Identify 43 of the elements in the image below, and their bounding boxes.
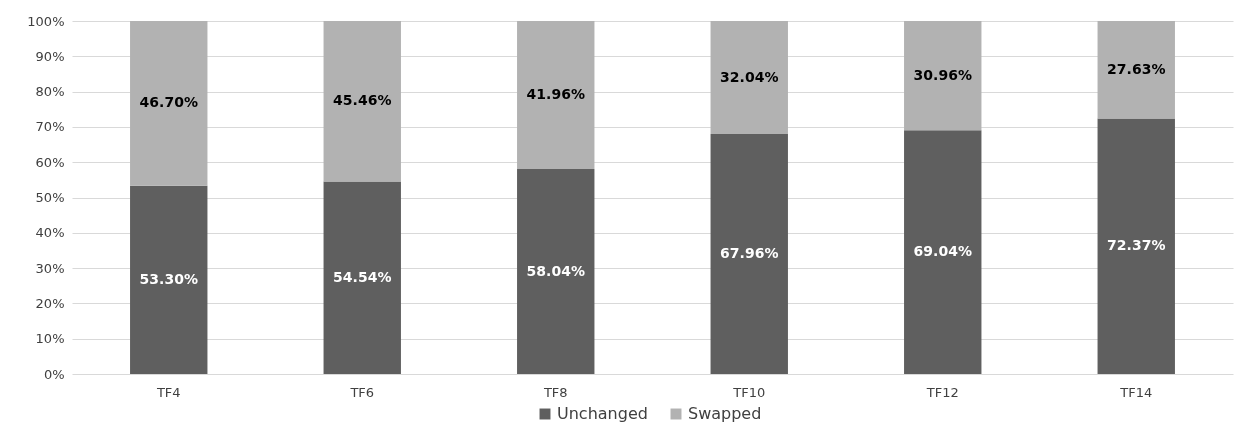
bar — [323, 21, 401, 182]
data-label: 67.96% — [720, 245, 779, 262]
x-tick-label: TF6 — [349, 384, 375, 400]
data-label: 32.04% — [720, 68, 779, 85]
bar — [130, 21, 208, 186]
bar — [904, 130, 982, 374]
legend-label: Swapped — [688, 404, 762, 423]
bar — [517, 169, 595, 374]
data-label: 72.37% — [1107, 237, 1166, 254]
data-label: 27.63% — [1107, 60, 1166, 77]
y-tick-label: 30% — [35, 260, 65, 276]
x-tick-label: TF10 — [732, 384, 766, 400]
y-tick-label: 60% — [35, 154, 65, 170]
bar — [517, 21, 595, 170]
x-tick-label: TF8 — [542, 384, 568, 400]
bar — [710, 134, 788, 374]
y-tick-label: 20% — [35, 295, 65, 311]
data-label: 41.96% — [526, 86, 585, 103]
y-tick-label: 40% — [35, 225, 65, 241]
y-tick-label: 100% — [27, 13, 65, 29]
data-label: 46.70% — [139, 94, 198, 111]
data-label: 54.54% — [333, 268, 392, 285]
bar — [904, 21, 982, 131]
data-label: 69.04% — [913, 243, 972, 260]
bar — [1097, 118, 1175, 374]
x-tick-label: TF4 — [155, 384, 181, 400]
data-label: 30.96% — [913, 66, 972, 83]
bar — [1097, 21, 1175, 119]
y-tick-label: 80% — [35, 84, 65, 100]
x-tick-label: TF12 — [925, 384, 959, 400]
data-label: 58.04% — [526, 262, 585, 279]
y-tick-label: 70% — [35, 119, 65, 135]
bar — [130, 185, 208, 374]
bar — [710, 21, 788, 135]
bar — [323, 181, 401, 374]
y-tick-label: 50% — [35, 190, 65, 205]
y-tick-label: 10% — [35, 331, 65, 347]
data-label: 45.46% — [333, 92, 392, 109]
y-tick-label: 0% — [43, 366, 65, 382]
legend-label: Unchanged — [557, 404, 648, 423]
x-tick-label: TF14 — [1119, 384, 1153, 400]
y-tick-label: 90% — [35, 48, 65, 64]
data-label: 53.30% — [139, 270, 198, 287]
